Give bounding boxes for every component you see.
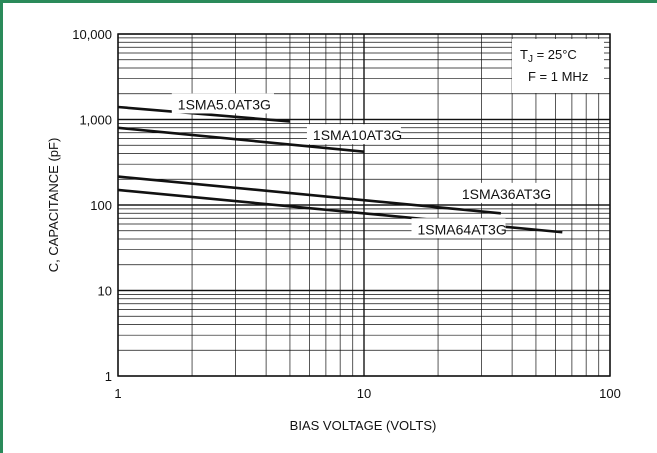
y-tick-label: 10,000 — [72, 27, 112, 42]
plot-border — [117, 33, 611, 377]
series-label: 1SMA64AT3G — [418, 221, 507, 237]
tick-labels: 1 10 100 1 10 100 1,000 10,000 — [72, 27, 621, 401]
tj-prefix: T — [520, 47, 528, 62]
series-label-bg — [306, 124, 401, 145]
series-label-bg — [171, 93, 274, 114]
series-label: 1SMA36AT3G — [462, 186, 551, 202]
tj-subscript: J — [528, 54, 533, 65]
condition-box-bg — [512, 39, 604, 93]
junction-temp-label: TJ = 25°C — [520, 47, 577, 65]
series-label-bg — [411, 218, 506, 239]
series-line — [117, 175, 501, 215]
y-tick-label: 10 — [98, 284, 112, 299]
tj-value: = 25°C — [533, 47, 577, 62]
y-tick-label: 100 — [90, 198, 112, 213]
x-tick-label: 100 — [599, 386, 621, 401]
series-line — [117, 105, 291, 123]
series-labels: 1SMA5.0AT3G 1SMA10AT3G 1SMA36AT3G 1SMA64AT3… — [171, 93, 551, 239]
y-tick-label: 1 — [105, 369, 112, 384]
series-line — [117, 126, 365, 154]
series-label: 1SMA5.0AT3G — [178, 96, 271, 112]
x-tick-label: 10 — [357, 386, 371, 401]
y-axis-title: C, CAPACITANCE (pF) — [46, 138, 61, 273]
x-axis-title: BIAS VOLTAGE (VOLTS) — [290, 418, 437, 433]
series-label-bg — [455, 182, 550, 203]
y-tick-label: 1,000 — [79, 113, 112, 128]
frequency-label: F = 1 MHz — [528, 69, 588, 84]
series-label: 1SMA10AT3G — [313, 127, 402, 143]
x-tick-label: 1 — [114, 386, 121, 401]
